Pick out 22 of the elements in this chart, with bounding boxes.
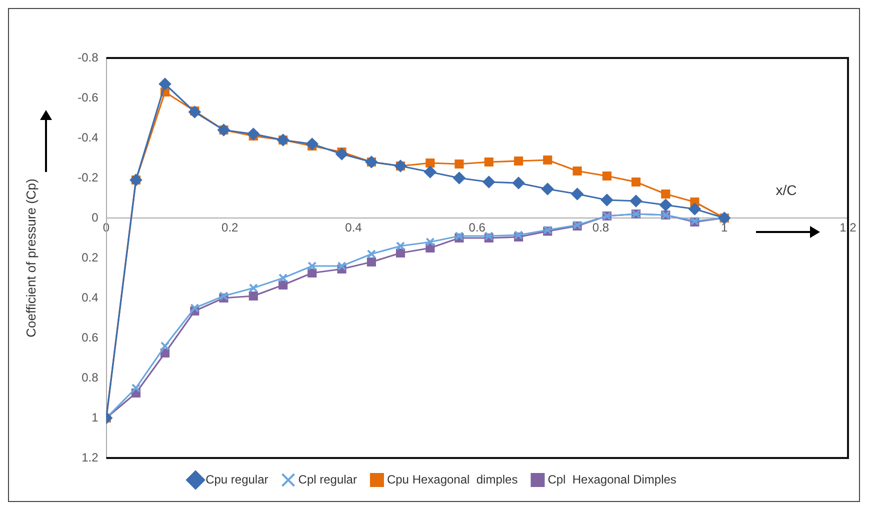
legend-label: Cpu regular: [206, 472, 268, 486]
y-axis-title: Coefficient of pressure (Cp): [23, 178, 38, 338]
x-tick-label: 0.6: [468, 220, 486, 235]
y-tick-label: 1: [92, 410, 99, 424]
x-tick-label: 0.2: [222, 220, 239, 235]
x-axis-title: x/C: [776, 182, 797, 198]
y-tick-label: -0.4: [78, 130, 99, 144]
y-tick-label: 0.4: [82, 290, 99, 304]
y-tick-label: 0.6: [82, 330, 99, 344]
y-tick-label: -0.6: [78, 90, 99, 104]
legend-label: Cpu Hexagonal dimples: [386, 472, 518, 486]
legend-label: Cpl Hexagonal Dimples: [548, 472, 676, 486]
y-tick-label: -0.2: [78, 170, 99, 184]
y-tick-label: 0: [92, 210, 99, 224]
y-tick-label: -0.8: [78, 50, 99, 64]
y-tick-label: 0.8: [82, 370, 99, 384]
x-tick-label: 1: [721, 220, 728, 235]
y-tick-label: 0.2: [82, 250, 99, 264]
y-tick-label: 1.2: [82, 450, 99, 464]
legend-label: Cpl regular: [298, 472, 357, 486]
x-tick-label: 0.4: [345, 220, 362, 235]
x-tick-label: 0.8: [592, 220, 610, 235]
